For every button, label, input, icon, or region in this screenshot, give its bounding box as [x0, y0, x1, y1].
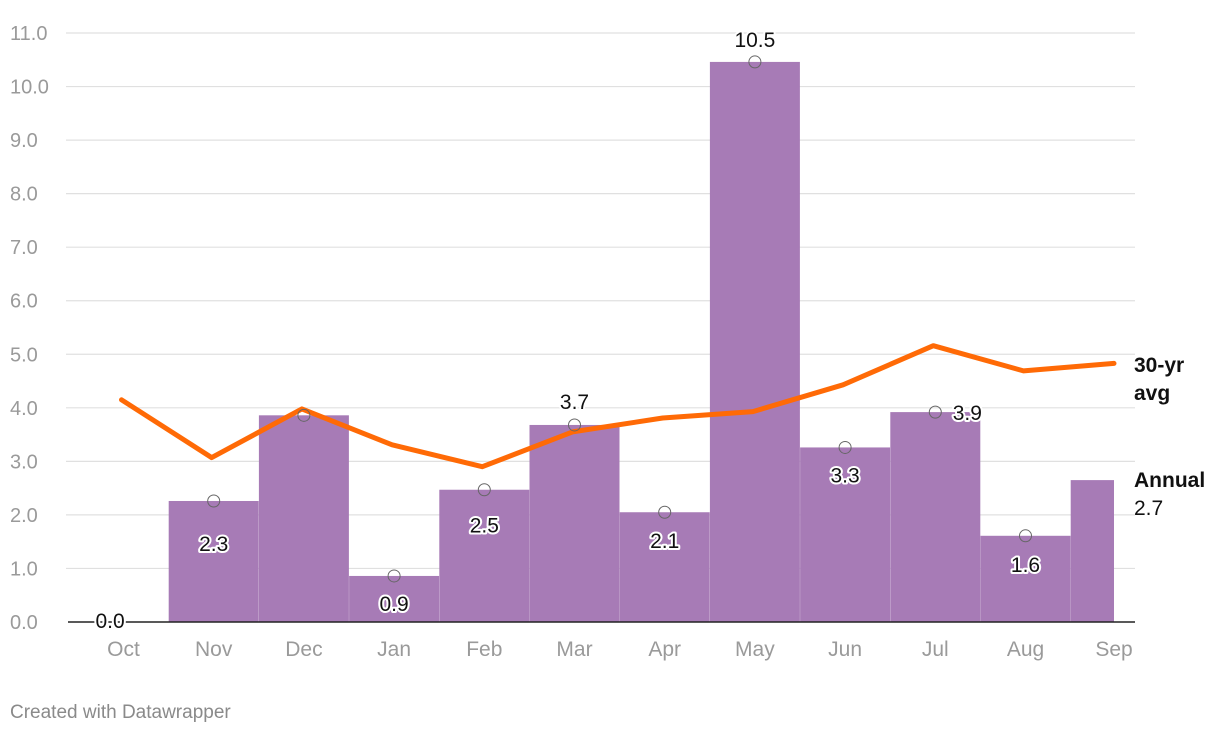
- bar-jun: [800, 447, 891, 622]
- series-label-line-2: avg: [1134, 382, 1170, 405]
- data-label-apr: 2.1: [650, 530, 679, 553]
- data-label-halo: 3.9: [953, 402, 982, 425]
- bar-dec: [258, 415, 349, 622]
- data-label-jan: 0.9: [379, 593, 408, 616]
- data-point-marker: [928, 405, 942, 419]
- y-tick-label: 4.0: [10, 398, 38, 420]
- data-point-marker: [297, 408, 311, 422]
- data-label-may: 10.5: [734, 29, 775, 52]
- average-line: [119, 343, 1117, 470]
- x-tick-label: Mar: [556, 638, 592, 661]
- y-tick-label: 0.0: [10, 612, 38, 634]
- data-label-halo: 1.6: [1011, 554, 1040, 577]
- y-tick-label: 11.0: [10, 23, 47, 45]
- data-point-marker: [748, 55, 762, 69]
- x-tick-label: Jul: [922, 638, 949, 661]
- x-tick-label: Apr: [648, 638, 681, 661]
- x-tick-label: Feb: [466, 638, 502, 661]
- y-tick-label: 8.0: [10, 184, 38, 206]
- bar-aug: [980, 535, 1071, 622]
- data-point-marker: [838, 440, 852, 454]
- data-label-halo: 2.5: [470, 515, 499, 538]
- data-label-halo: 3.3: [830, 464, 859, 487]
- x-tick-label: Oct: [107, 638, 140, 661]
- data-label-jul: 3.9: [953, 402, 982, 425]
- data-point-marker: [387, 569, 401, 583]
- data-label-oct: 0.0: [96, 610, 125, 633]
- y-tick-label: 1.0: [10, 558, 38, 580]
- data-label-feb: 2.5: [470, 515, 499, 538]
- y-tick-label: 2.0: [10, 505, 38, 527]
- data-label-nov: 2.3: [199, 533, 228, 556]
- footer-credit: Created with Datawrapper: [10, 702, 231, 723]
- x-tick-label: May: [735, 638, 775, 661]
- data-label-halo: 2.3: [199, 533, 228, 556]
- data-label-halo: 10.5: [734, 29, 775, 52]
- bar-jul: [890, 412, 981, 622]
- y-tick-label: 6.0: [10, 291, 38, 313]
- annual-label-value: 2.7: [1134, 497, 1163, 520]
- y-tick-label: 10.0: [10, 77, 49, 99]
- data-label-halo: 2.1: [650, 530, 679, 553]
- x-tick-label: Nov: [195, 638, 233, 661]
- bar-mar: [529, 424, 620, 622]
- data-label-halo: 3.7: [560, 391, 589, 414]
- bar-jan: [349, 575, 440, 622]
- annual-label-title: Annual: [1134, 469, 1205, 492]
- bar-nov: [168, 500, 259, 622]
- data-point-marker: [568, 418, 581, 432]
- bar-may: [709, 61, 800, 622]
- y-tick-label: 7.0: [10, 237, 38, 259]
- data-point-marker: [477, 483, 491, 497]
- bar-apr: [619, 512, 710, 622]
- bar-feb: [439, 489, 530, 622]
- data-label-halo: 0.9: [379, 593, 408, 616]
- data-label-halo: 0.0: [96, 610, 125, 633]
- data-label-jun: 3.3: [830, 464, 859, 487]
- x-tick-label: Aug: [1007, 638, 1044, 661]
- x-tick-label: Dec: [285, 638, 322, 661]
- data-label-mar: 3.7: [560, 391, 589, 414]
- x-tick-label: Jan: [377, 638, 411, 661]
- y-tick-label: 3.0: [10, 451, 38, 473]
- data-point-marker: [1019, 529, 1032, 543]
- series-label-line-1: 30-yr: [1134, 354, 1184, 377]
- y-tick-label: 5.0: [10, 344, 38, 366]
- data-point-marker: [658, 505, 672, 519]
- data-label-aug: 1.6: [1011, 554, 1040, 577]
- y-tick-label: 9.0: [10, 130, 38, 152]
- bar-sep: [1070, 480, 1114, 622]
- x-tick-label: Jun: [828, 638, 862, 661]
- data-point-marker: [207, 494, 221, 508]
- x-tick-label: Sep: [1095, 638, 1132, 661]
